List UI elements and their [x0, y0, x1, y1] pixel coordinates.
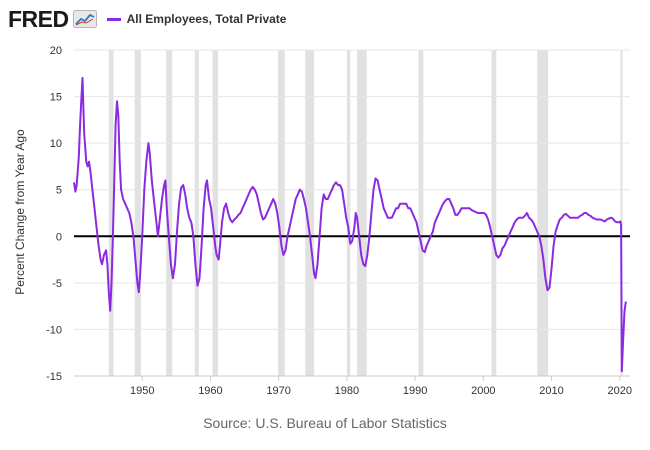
recession-band-10	[491, 50, 497, 376]
y-tick-label-0: -15	[46, 371, 62, 383]
recession-shading	[108, 50, 623, 376]
y-tick-label-1: -10	[46, 324, 62, 336]
legend-label: All Employees, Total Private	[126, 12, 287, 26]
y-tick-label-7: 20	[50, 45, 62, 57]
y-axis-ticks: -15 -10 -5 0 5 10 15 20	[46, 45, 62, 383]
recession-band-12	[620, 50, 623, 376]
line-chart-icon	[72, 10, 97, 28]
recession-band-6	[305, 50, 315, 376]
recession-band-9	[418, 50, 424, 376]
chart-header: FRED All Employees, Total Private	[8, 6, 286, 32]
y-tick-label-2: -5	[52, 278, 62, 290]
series-lines	[73, 76, 627, 373]
x-tick-label-5: 2000	[471, 385, 495, 397]
y-axis-label: Percent Change from Year Ago	[13, 129, 27, 295]
x-axis-ticks: 1950 1960 1970 1980 1990 2000 2010 2020	[74, 375, 632, 397]
x-tick-label-7: 2020	[608, 385, 632, 397]
x-tick-label-1: 1960	[198, 385, 222, 397]
recession-band-4	[212, 50, 218, 376]
x-tick-label-6: 2010	[539, 385, 563, 397]
series-line-0[interactable]	[73, 76, 627, 373]
source-note: Source: U.S. Bureau of Labor Statistics	[203, 415, 447, 431]
recession-band-8	[357, 50, 367, 376]
recession-band-2	[166, 50, 173, 376]
fred-logo[interactable]: FRED	[8, 5, 69, 32]
y-tick-label-3: 0	[56, 231, 62, 243]
gridlines	[74, 49, 630, 377]
recession-band-11	[537, 50, 549, 376]
y-tick-label-6: 15	[50, 92, 62, 104]
y-tick-label-4: 5	[56, 185, 62, 197]
x-tick-label-4: 1990	[403, 385, 427, 397]
recession-band-3	[194, 50, 199, 376]
y-tick-label-5: 10	[50, 138, 62, 150]
x-tick-label-0: 1950	[130, 385, 154, 397]
recession-band-1	[134, 50, 141, 376]
recession-band-7	[346, 50, 351, 376]
x-tick-label-2: 1970	[266, 385, 290, 397]
recession-band-5	[277, 50, 285, 376]
legend-swatch	[106, 17, 121, 21]
recession-band-0	[108, 50, 114, 376]
x-tick-label-3: 1980	[335, 385, 359, 397]
chart-legend[interactable]: All Employees, Total Private	[106, 12, 287, 26]
